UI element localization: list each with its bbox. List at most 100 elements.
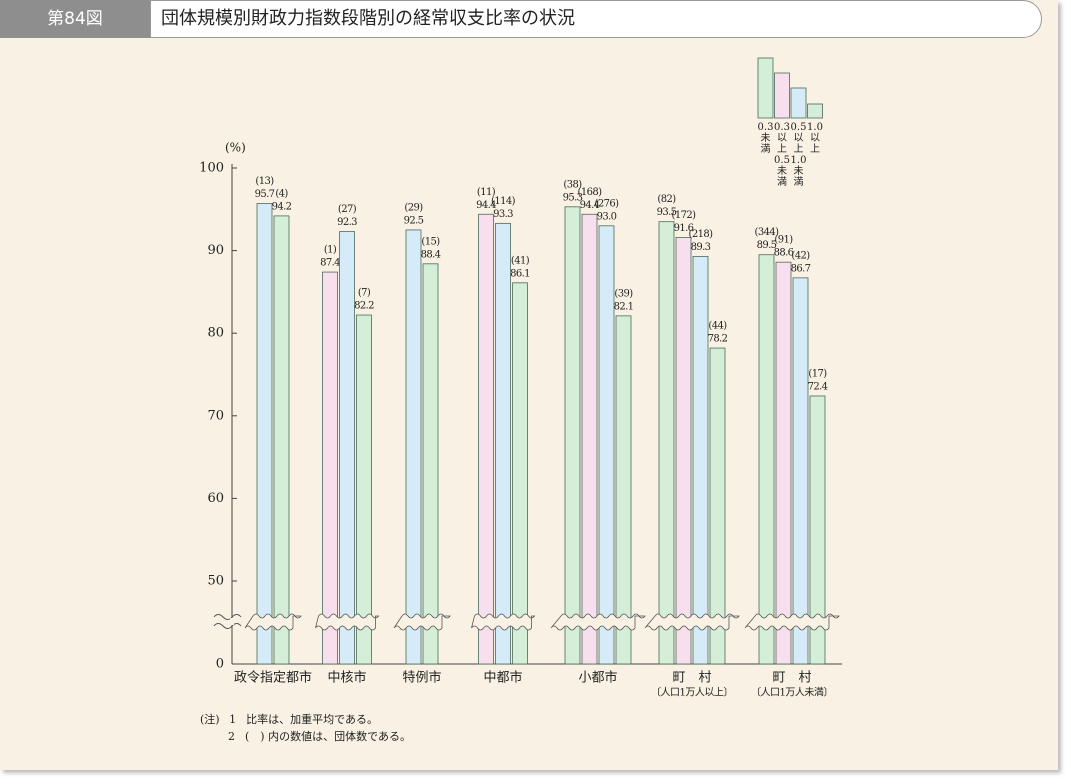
bar xyxy=(692,255,709,665)
bar xyxy=(809,395,826,665)
bar xyxy=(322,271,338,665)
bar xyxy=(658,221,675,665)
value-label: 82.2 xyxy=(354,301,374,312)
legend-swatch xyxy=(807,103,823,119)
axis-break xyxy=(550,613,646,631)
axis-gap xyxy=(230,618,234,625)
y-tick-label: 100 xyxy=(199,161,224,176)
y-tick-label: 0 xyxy=(216,657,224,672)
x-tick-label: 特例市 xyxy=(402,670,441,686)
count-label: (276) xyxy=(595,198,620,209)
x-tick-label: 政令指定都市 xyxy=(234,670,312,686)
figure-label: 第84図 xyxy=(0,0,150,38)
x-tick-label: 中核市 xyxy=(327,670,366,686)
value-label: 94.2 xyxy=(272,201,292,212)
count-label: (41) xyxy=(511,255,530,266)
count-label: (17) xyxy=(808,368,827,379)
axis-break xyxy=(213,614,242,629)
axis-break xyxy=(244,613,302,631)
value-label: 82.1 xyxy=(614,301,634,312)
count-label: (168) xyxy=(578,187,603,198)
bar xyxy=(792,277,809,665)
count-label: (44) xyxy=(708,321,727,332)
y-tick-label: 90 xyxy=(207,243,224,258)
legend-swatch xyxy=(757,57,774,119)
legend-swatch xyxy=(774,72,790,119)
legend-label: 1.0以上 xyxy=(807,122,823,155)
note: (注) 1 比率は、加重平均である。 xyxy=(200,711,411,728)
count-label: (218) xyxy=(689,229,714,240)
y-tick-label: 80 xyxy=(207,326,224,341)
value-label: 92.5 xyxy=(404,215,424,226)
x-tick-label: 中都市 xyxy=(483,670,522,686)
value-label: 93.0 xyxy=(597,211,617,222)
axis-break xyxy=(393,613,451,631)
note-number: 2 xyxy=(228,730,235,743)
axis-break xyxy=(744,613,840,631)
value-label: 94.4 xyxy=(476,200,496,211)
bar xyxy=(758,254,775,665)
count-label: (91) xyxy=(774,235,793,246)
bar xyxy=(405,229,422,665)
value-label: 91.6 xyxy=(674,223,694,234)
count-label: (114) xyxy=(491,196,516,207)
value-label: 93.3 xyxy=(493,209,513,220)
note: 2 ( ) 内の数値は、団体数である。 xyxy=(200,728,411,745)
bar xyxy=(256,203,273,665)
bar xyxy=(422,263,439,665)
value-label: 78.2 xyxy=(708,334,728,345)
value-label: 87.4 xyxy=(320,258,340,269)
bar xyxy=(615,315,632,665)
category-note: 〔人口1万人以上〕 xyxy=(651,687,733,699)
legend-label: 0.3未満 xyxy=(757,122,774,155)
axis-break xyxy=(644,613,740,631)
legend-swatch xyxy=(790,87,807,119)
note-text: ( ) 内の数値は、団体数である。 xyxy=(245,730,411,743)
bar xyxy=(495,222,511,665)
bar xyxy=(356,314,372,665)
count-label: (4) xyxy=(275,188,288,199)
y-unit: (%) xyxy=(225,141,246,155)
bar xyxy=(775,261,792,665)
count-label: (38) xyxy=(563,179,582,190)
value-label: 88.6 xyxy=(774,248,794,259)
bar xyxy=(709,347,726,665)
value-label: 86.7 xyxy=(791,263,811,274)
count-label: (13) xyxy=(255,176,274,187)
y-tick-label: 60 xyxy=(207,491,224,506)
count-label: (344) xyxy=(755,227,780,238)
value-label: 89.3 xyxy=(691,242,711,253)
value-label: 93.5 xyxy=(657,207,677,218)
bar xyxy=(339,231,355,665)
value-label: 95.3 xyxy=(563,192,583,203)
value-label: 88.4 xyxy=(421,249,441,260)
x-tick-label: 小都市 xyxy=(578,670,617,686)
bar xyxy=(273,215,290,665)
count-label: (39) xyxy=(614,288,633,299)
bar xyxy=(675,236,692,665)
value-label: 86.1 xyxy=(510,268,530,279)
panel xyxy=(0,0,1058,770)
legend-label: 0.5以上1.0未満 xyxy=(790,122,807,188)
count-label: (29) xyxy=(404,202,423,213)
legend-label: 0.3以上0.5未満 xyxy=(774,122,790,188)
bar xyxy=(512,282,528,665)
count-label: (11) xyxy=(477,187,496,198)
count-label: (172) xyxy=(672,210,697,221)
count-label: (27) xyxy=(338,204,357,215)
value-label: 92.3 xyxy=(337,217,357,228)
count-label: (15) xyxy=(421,236,440,247)
value-label: 89.5 xyxy=(757,240,777,251)
value-label: 95.7 xyxy=(255,189,275,200)
note-label: (注) xyxy=(200,713,220,726)
x-tick-label: 町 村 xyxy=(672,671,711,686)
axis-break xyxy=(471,613,536,631)
category-note: 〔人口1万人未満〕 xyxy=(751,687,833,699)
bar xyxy=(598,225,615,665)
y-tick-label: 70 xyxy=(207,408,224,423)
bar xyxy=(581,213,598,665)
notes: (注) 1 比率は、加重平均である。 2 ( ) 内の数値は、団体数である。 xyxy=(200,711,411,745)
title: 団体規模別財政力指数段階別の経常収支比率の状況 xyxy=(150,0,1042,38)
